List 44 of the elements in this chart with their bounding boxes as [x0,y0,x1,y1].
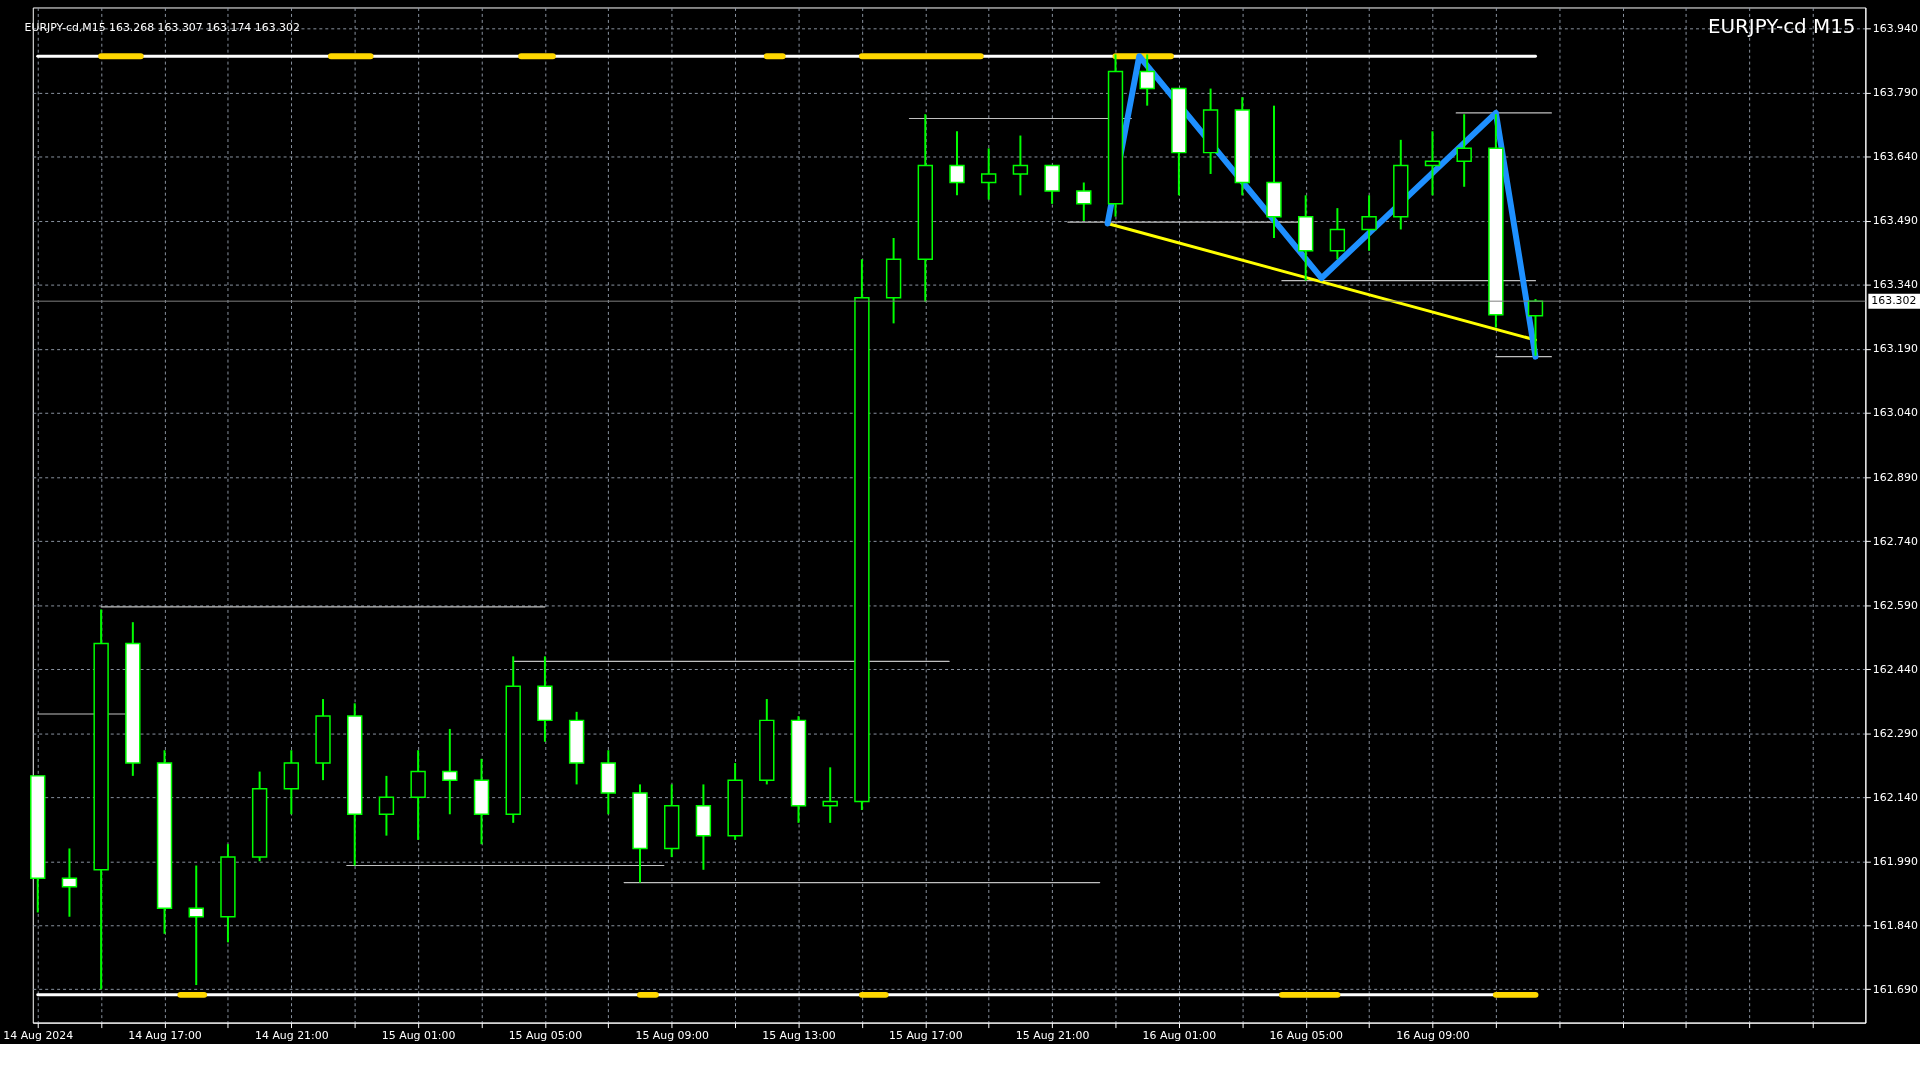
candlestick [1527,298,1544,357]
candlestick [1076,181,1092,222]
x-tick-label: 16 Aug 01:00 [1142,1029,1217,1042]
x-tick-label: 15 Aug 09:00 [635,1029,710,1042]
x-tick-label: 15 Aug 21:00 [1015,1029,1090,1042]
x-tick-label: 15 Aug 13:00 [762,1029,836,1042]
y-tick-label: 163.490 [1872,214,1918,228]
annotation: EURJPY-cd M15 [1707,15,1856,39]
ref-line-label: 163.302 [1871,294,1917,308]
candlestick [1456,113,1472,188]
x-tick-label: 14 Aug 17:00 [128,1029,202,1042]
y-tick-label: 161.840 [1872,918,1918,932]
candlestick [949,130,965,197]
candlestick [61,847,78,918]
y-tick-label: 163.340 [1872,278,1918,292]
x-tick-label: 15 Aug 01:00 [381,1029,456,1042]
x-tick-label: 14 Aug 21:00 [255,1029,329,1042]
y-tick-label: 162.440 [1872,662,1918,676]
candlestick [1424,130,1441,197]
x-tick-label: 16 Aug 09:00 [1396,1029,1470,1042]
candlestick [1361,194,1377,252]
y-tick-label: 162.590 [1872,598,1918,612]
y-tick-label: 163.940 [1872,22,1918,36]
candlestick [1329,207,1346,261]
y-tick-label: 161.690 [1872,982,1918,996]
x-tick-label: 15 Aug 05:00 [508,1029,583,1042]
y-tick-label: 162.290 [1872,726,1918,740]
y-tick-label: 163.790 [1872,86,1918,100]
y-tick-label: 162.890 [1872,470,1918,484]
candlestick [378,774,395,837]
x-tick-label: 16 Aug 05:00 [1269,1029,1343,1042]
candlestick [442,727,458,816]
x-tick-label: 15 Aug 17:00 [889,1029,963,1042]
candlestick [980,147,997,201]
candlestick [188,864,204,987]
y-tick-label: 161.990 [1872,854,1918,868]
y-tick-label: 162.740 [1872,534,1918,548]
candlestick [1139,53,1155,107]
y-tick-label: 163.640 [1872,150,1918,164]
x-tick-label: 14 Aug 2024 [3,1029,74,1042]
y-tick-label: 163.040 [1872,406,1918,420]
y-tick-label: 162.140 [1872,790,1918,804]
candlestick [1012,134,1029,197]
y-tick-label: 163.190 [1872,342,1918,356]
